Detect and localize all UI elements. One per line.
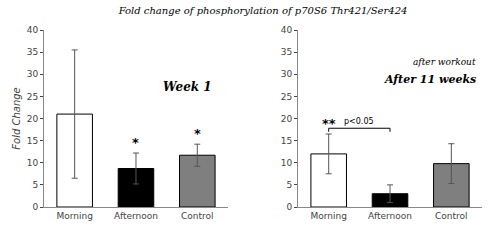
svg-text:Afternoon: Afternoon (114, 211, 158, 221)
svg-text:10: 10 (27, 158, 39, 168)
svg-text:**: ** (322, 116, 336, 131)
svg-text:Control: Control (435, 211, 468, 221)
svg-text:30: 30 (281, 69, 293, 79)
svg-text:p<0.05: p<0.05 (344, 117, 374, 126)
svg-text:20: 20 (281, 114, 293, 124)
svg-text:15: 15 (281, 136, 292, 146)
svg-text:20: 20 (27, 114, 39, 124)
svg-text:Control: Control (181, 211, 214, 221)
svg-text:15: 15 (27, 136, 38, 146)
svg-text:5: 5 (287, 180, 293, 190)
svg-text:Fold Change: Fold Change (11, 87, 22, 149)
svg-text:Morning: Morning (56, 211, 92, 221)
svg-text:25: 25 (281, 92, 292, 102)
svg-text:Week 1: Week 1 (163, 80, 212, 94)
svg-text:25: 25 (27, 92, 38, 102)
svg-text:Fold change of phosphorylation: Fold change of phosphorylation of p70S6 … (118, 5, 408, 16)
svg-text:30: 30 (27, 69, 39, 79)
svg-text:*: * (132, 135, 139, 150)
svg-text:0: 0 (32, 202, 38, 212)
svg-text:0: 0 (287, 202, 293, 212)
svg-text:Afternoon: Afternoon (368, 211, 412, 221)
svg-text:40: 40 (281, 25, 293, 35)
svg-text:After 11 weeks: After 11 weeks (384, 73, 476, 86)
svg-text:5: 5 (32, 180, 38, 190)
svg-text:*: * (194, 126, 201, 141)
svg-text:35: 35 (281, 47, 292, 57)
svg-text:35: 35 (27, 47, 38, 57)
svg-text:after workout: after workout (413, 57, 476, 67)
svg-text:40: 40 (27, 25, 39, 35)
svg-text:Morning: Morning (310, 211, 346, 221)
svg-text:10: 10 (281, 158, 293, 168)
